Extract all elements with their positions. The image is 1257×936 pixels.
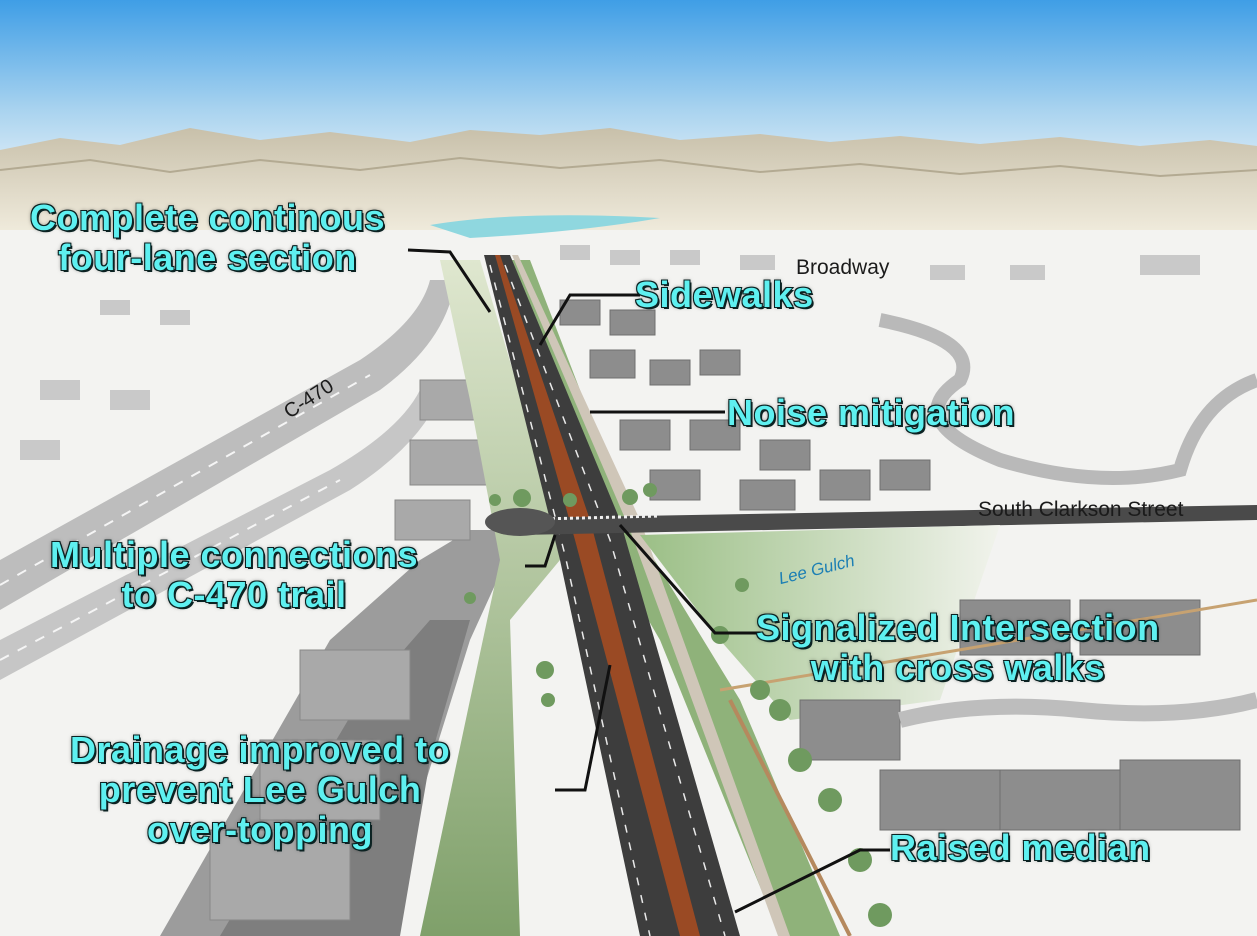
lane-markings: [489, 264, 726, 936]
clarkson-street: [520, 505, 1257, 535]
noise-wall: [719, 598, 1257, 692]
leader-sidewalks: [538, 293, 640, 346]
leader-drainage: [555, 664, 612, 792]
broadway-label: Broadway: [796, 256, 890, 279]
callout-signalized: Signalized Intersection with cross walks: [755, 607, 1160, 689]
callout-signalized-line-1: Signalized Intersection: [755, 607, 1160, 649]
callout-complete-section: Complete continous four-lane section: [29, 197, 386, 279]
far-houses: [20, 245, 1200, 460]
callout-drainage-line-2: prevent Lee Gulch: [98, 769, 422, 811]
leader-median: [734, 848, 890, 914]
clarkson-label: South Clarkson Street: [978, 498, 1184, 521]
corridor-grass-right: [500, 260, 840, 936]
callout-connections: Multiple connections to C-470 trail: [49, 534, 419, 616]
callout-complete-line-2: four-lane section: [57, 237, 357, 279]
callout-signalized-line-2: with cross walks: [810, 647, 1106, 689]
c470-highway-2: [0, 390, 440, 680]
callout-raised-median: Raised median: [889, 827, 1151, 869]
clarkson-crosswalk: [539, 514, 661, 521]
leader-connections: [525, 534, 557, 568]
callout-drainage-line-3: over-topping: [146, 809, 374, 851]
corridor-grass-left: [420, 260, 560, 936]
noise-wall-2: [728, 699, 852, 936]
reservoir: [430, 215, 660, 238]
callout-connections-line-1: Multiple connections: [49, 534, 419, 576]
winding-road: [878, 313, 1257, 485]
callout-sidewalks: Sidewalks: [634, 274, 814, 316]
leader-lines: [407, 248, 890, 914]
roundabout: [485, 508, 555, 536]
mountain-ridges: [0, 156, 1257, 178]
callout-drainage: Drainage improved to prevent Lee Gulch o…: [69, 729, 451, 851]
left-houses: [209, 379, 491, 921]
lower-right-road: [898, 692, 1257, 728]
callout-noise-mitigation: Noise mitigation: [726, 392, 1016, 434]
sidewalk: [512, 255, 790, 936]
mountains: [0, 128, 1257, 230]
lee-gulch-field: [640, 525, 1000, 720]
callout-drainage-line-1: Drainage improved to: [69, 729, 451, 771]
c470-lane-lines: [0, 374, 371, 661]
leader-signalized: [618, 524, 760, 635]
c470-highway: [0, 280, 455, 610]
callout-connections-line-2: to C-470 trail: [120, 574, 347, 616]
leader-complete: [407, 248, 492, 313]
callout-complete-line-1: Complete continous: [29, 197, 386, 239]
raised-median: [495, 255, 700, 936]
